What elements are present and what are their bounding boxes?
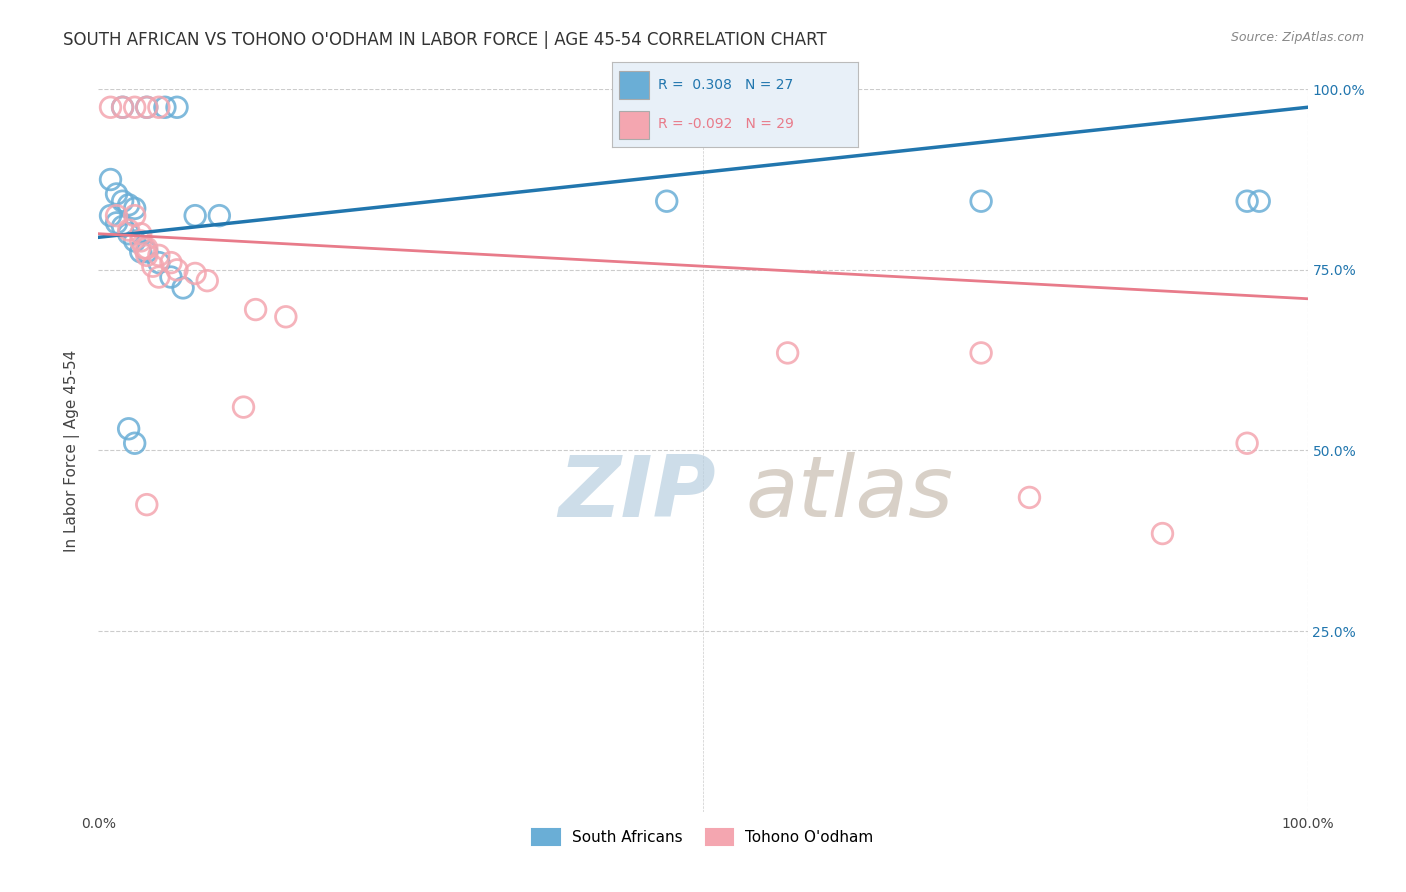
Point (1236, 194, 1258, 209)
Point (148, 248, 170, 262)
Point (148, 255, 170, 269)
Point (111, 100, 134, 114)
Point (124, 100, 146, 114)
Point (118, 227, 141, 241)
Point (970, 194, 993, 209)
Point (166, 100, 188, 114)
Point (184, 267, 207, 281)
Y-axis label: In Labor Force | Age 45-54: In Labor Force | Age 45-54 (63, 350, 80, 551)
Point (172, 281, 194, 295)
Point (135, 498, 157, 512)
Point (1018, 491, 1040, 505)
Point (124, 209, 146, 223)
Point (118, 422, 141, 436)
Point (274, 310, 297, 324)
Point (184, 209, 207, 223)
Point (1236, 436, 1258, 450)
Point (124, 436, 146, 450)
Bar (619, 71, 648, 99)
Point (135, 244, 157, 259)
Point (195, 274, 218, 288)
Point (776, 346, 799, 360)
Point (111, 100, 134, 114)
Text: ZIP: ZIP (558, 452, 716, 535)
Point (148, 270, 170, 285)
Text: Source: ZipAtlas.com: Source: ZipAtlas.com (1230, 31, 1364, 45)
Text: R = -0.092   N = 29: R = -0.092 N = 29 (658, 118, 794, 131)
Point (1152, 526, 1174, 541)
Point (135, 100, 157, 114)
Point (111, 194, 134, 209)
Point (105, 209, 128, 223)
Point (105, 216, 128, 230)
Point (129, 244, 152, 259)
Point (232, 400, 254, 414)
Bar (619, 111, 648, 139)
Point (124, 234, 146, 248)
Point (970, 346, 993, 360)
Point (166, 262, 188, 277)
Point (129, 234, 152, 248)
Point (148, 100, 170, 114)
Point (100, 100, 122, 114)
Point (111, 219, 134, 234)
Legend: South Africans, Tohono O'odham: South Africans, Tohono O'odham (526, 822, 880, 851)
Point (100, 172, 122, 186)
Point (142, 259, 165, 273)
Point (129, 227, 152, 241)
Text: R =  0.308   N = 27: R = 0.308 N = 27 (658, 78, 793, 92)
Point (124, 202, 146, 216)
Point (100, 209, 122, 223)
Point (153, 100, 176, 114)
Text: atlas: atlas (745, 452, 953, 535)
Text: SOUTH AFRICAN VS TOHONO O'ODHAM IN LABOR FORCE | AGE 45-54 CORRELATION CHART: SOUTH AFRICAN VS TOHONO O'ODHAM IN LABOR… (63, 31, 827, 49)
Point (135, 248, 157, 262)
Point (134, 241, 156, 255)
Point (135, 241, 157, 255)
Point (208, 209, 231, 223)
Point (1249, 194, 1271, 209)
Point (118, 223, 141, 237)
Point (160, 255, 183, 269)
Point (160, 270, 183, 285)
Point (118, 198, 141, 212)
Point (245, 302, 267, 317)
Point (655, 194, 678, 209)
Point (135, 100, 157, 114)
Point (105, 186, 128, 201)
